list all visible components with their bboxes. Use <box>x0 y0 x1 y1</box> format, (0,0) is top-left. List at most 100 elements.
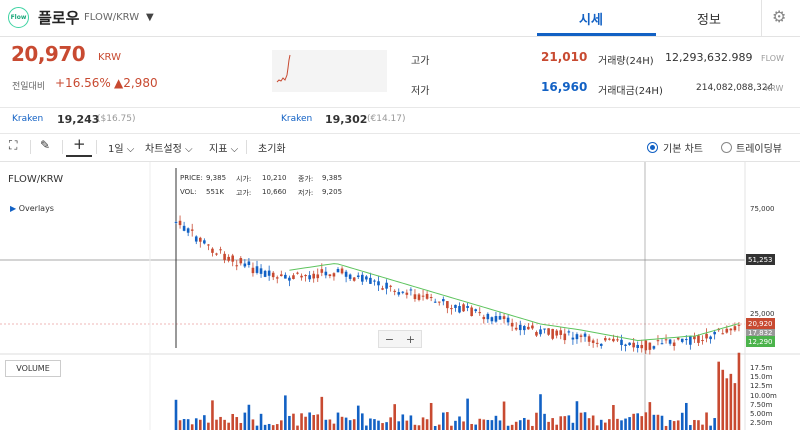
volume-bar <box>563 416 567 430</box>
volume-bar <box>494 415 498 430</box>
candle-body <box>219 249 222 251</box>
volume-bar <box>547 421 550 430</box>
trading-view-label[interactable]: 트레이딩뷰 <box>736 144 782 155</box>
volume-bar <box>425 419 429 430</box>
candle-body <box>405 292 409 295</box>
basic-chart-label[interactable]: 기본 차트 <box>663 144 703 155</box>
volume-bar <box>194 418 198 430</box>
candle-body <box>616 339 619 341</box>
volume-bar <box>672 421 676 430</box>
ohlc-low-label: 저가: <box>298 189 314 197</box>
low-label: 저가 <box>411 86 430 97</box>
volume-bar <box>296 425 299 430</box>
change-value: ▲2,980 <box>114 76 158 90</box>
candle-body <box>737 324 741 326</box>
ma-price-tag: 12,290 <box>746 336 775 347</box>
volume-bar <box>640 416 644 430</box>
volume-bar <box>340 416 344 430</box>
candle-body <box>365 276 368 280</box>
volume-bar <box>652 414 656 430</box>
volume-bar <box>608 419 611 430</box>
volume-bar <box>579 412 583 430</box>
price-chart[interactable] <box>0 162 800 430</box>
fullscreen-icon[interactable]: ⛶ <box>9 138 18 152</box>
volume-bar <box>478 418 482 430</box>
candle-body <box>676 337 680 340</box>
volume-bar <box>284 395 287 430</box>
pencil-icon[interactable]: ✎ <box>40 138 51 152</box>
candle-body <box>316 274 320 279</box>
volume-bar <box>709 425 712 430</box>
candle-body <box>235 265 239 267</box>
candle-body <box>267 270 271 276</box>
candle-body <box>514 327 518 330</box>
candle-body <box>701 340 704 342</box>
candle-body <box>705 333 708 339</box>
candle-body <box>389 285 392 287</box>
candle-body <box>624 344 627 346</box>
amount-value: 214,082,088,324 <box>696 83 774 93</box>
candle-body <box>713 331 716 335</box>
candle-body <box>421 295 425 297</box>
volume-bar <box>243 412 247 430</box>
volume-bar <box>389 417 392 430</box>
volume-bar <box>381 423 384 430</box>
candle-body <box>393 290 396 292</box>
candle-body <box>470 307 473 317</box>
candle-body <box>636 344 639 348</box>
volume-axis: 17.5m 15.0m 12.5m 10.00m 7.50m 5.00m 2.5… <box>750 364 777 428</box>
reset-button[interactable]: 초기화 <box>258 144 286 155</box>
volume-bar <box>705 412 708 430</box>
candle-body <box>640 344 644 349</box>
zoom-out-button[interactable]: − <box>384 332 395 346</box>
candle-body <box>255 266 259 273</box>
chevron-down-icon: ⌵ <box>181 144 193 155</box>
indicators-menu[interactable]: 지표 ⌵ <box>209 140 238 155</box>
divider <box>96 140 97 154</box>
coin-name[interactable]: 플로우 <box>38 9 80 27</box>
volume-bar <box>644 412 648 430</box>
volume-bar <box>324 419 328 430</box>
gear-icon[interactable]: ⚙ <box>772 7 787 26</box>
candle-body <box>300 275 303 278</box>
zoom-in-button[interactable]: + <box>405 332 416 346</box>
divider <box>0 107 800 108</box>
volume-bar <box>474 424 477 430</box>
candle-body <box>296 272 299 274</box>
candle-body <box>668 339 672 344</box>
ohlc-vol: 551K <box>206 188 224 196</box>
candle-body <box>518 324 522 331</box>
exchange-value: 19,243 <box>57 113 100 126</box>
volume-bar <box>450 425 453 430</box>
candle-body <box>336 269 340 273</box>
interval-select[interactable]: 1일 ⌵ <box>108 140 134 155</box>
volume-axis-label: 5.00m <box>750 410 773 419</box>
ohlc-high: 10,660 <box>262 188 287 196</box>
volume-unit: FLOW <box>761 54 784 63</box>
tab-info[interactable]: 정보 <box>697 13 721 28</box>
candle-body <box>697 335 700 343</box>
zoom-controls: − + <box>378 330 422 348</box>
candle-body <box>652 346 656 349</box>
ohlc-close-label: 종가: <box>298 175 314 183</box>
coin-pair[interactable]: FLOW/KRW <box>84 12 140 23</box>
volume-bar <box>587 418 591 430</box>
candle-body <box>413 294 417 300</box>
chart-settings-menu[interactable]: 차트설정 ⌵ <box>145 140 193 155</box>
candle-body <box>263 270 267 277</box>
overlays-toggle[interactable]: ▶ Overlays <box>10 204 54 213</box>
candle-body <box>506 317 510 323</box>
volume-bar <box>397 421 401 430</box>
crosshair-icon[interactable]: + <box>73 135 86 153</box>
basic-chart-radio[interactable] <box>647 142 658 153</box>
volume-bar <box>462 421 465 430</box>
candle-body <box>502 316 506 320</box>
volume-bar <box>320 396 324 430</box>
candle-body <box>693 336 696 340</box>
tab-market[interactable]: 시세 <box>579 13 603 28</box>
volume-bar <box>227 422 230 430</box>
candle-body <box>709 336 712 340</box>
trading-view-radio[interactable] <box>721 142 732 153</box>
chevron-down-icon[interactable]: ▼ <box>146 12 154 23</box>
candle-body <box>543 328 546 330</box>
